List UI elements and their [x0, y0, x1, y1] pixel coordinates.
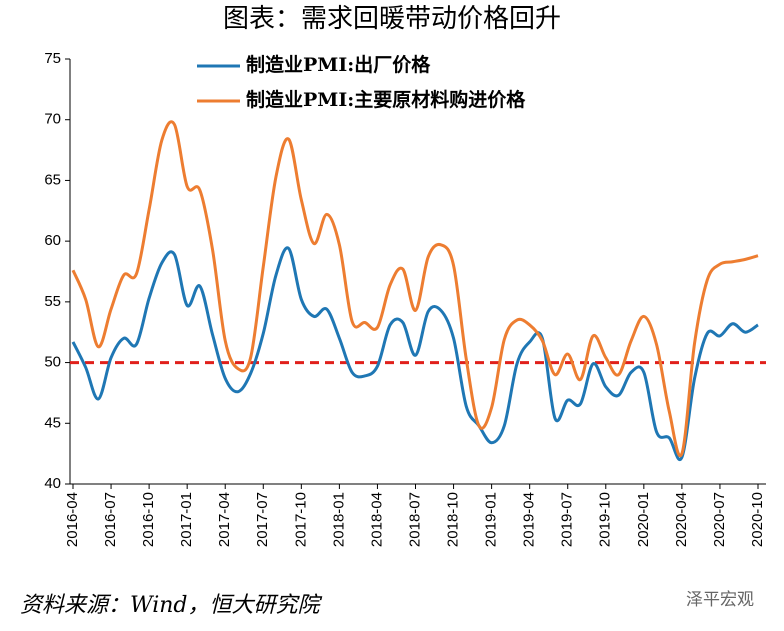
x-tick-label: 2017-04	[216, 492, 233, 547]
x-tick-label: 2016-04	[64, 492, 81, 547]
x-tick-label: 2017-10	[292, 492, 309, 547]
x-tick-label: 2018-10	[445, 492, 462, 547]
chart-title: 图表：需求回暖带动价格回升	[223, 4, 561, 34]
y-tick-label: 50	[44, 354, 61, 371]
series-line	[71, 120, 759, 458]
x-tick-label: 2019-04	[521, 492, 538, 547]
y-tick-label: 45	[44, 414, 61, 431]
legend-label: 制造业PMI:出厂价格	[246, 53, 431, 76]
y-tick-label: 65	[44, 171, 61, 188]
x-tick-label: 2020-07	[711, 492, 728, 547]
y-tick-label: 60	[44, 232, 61, 249]
source-note: 资料来源：Wind，恒大研究院	[20, 593, 323, 618]
y-tick-label: 70	[44, 111, 61, 128]
y-tick-label: 40	[44, 475, 61, 492]
legend-label: 制造业PMI:主要原材料购进价格	[246, 88, 526, 111]
x-tick-label: 2020-10	[749, 492, 766, 547]
y-tick-label: 75	[44, 50, 61, 67]
x-tick-label: 2017-07	[254, 492, 271, 547]
watermark: 泽平宏观	[686, 590, 754, 610]
x-tick-label: 2016-10	[140, 492, 157, 547]
series-line	[71, 246, 759, 461]
x-tick-label: 2016-07	[102, 492, 119, 547]
x-tick-label: 2018-07	[406, 492, 423, 547]
x-tick-label: 2017-01	[178, 492, 195, 547]
x-tick-label: 2019-07	[559, 492, 576, 547]
y-tick-label: 55	[44, 293, 61, 310]
x-tick-label: 2018-04	[368, 492, 385, 547]
x-tick-label: 2020-01	[635, 492, 652, 547]
x-tick-label: 2018-01	[330, 492, 347, 547]
x-tick-label: 2020-04	[673, 492, 690, 547]
x-tick-label: 2019-10	[597, 492, 614, 547]
x-tick-label: 2019-01	[483, 492, 500, 547]
